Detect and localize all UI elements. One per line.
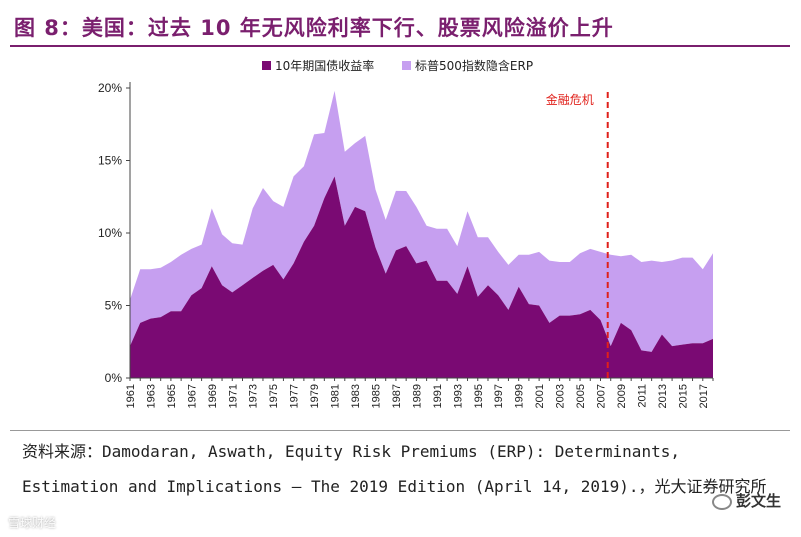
chart-container: 0% 5% 10% 15% 20% 1961 1963 1965 1967 1969 1971 197… xyxy=(0,50,801,430)
legend-label-treasury-yield: 10年期国债收益率 xyxy=(275,58,374,73)
x-tick-label: 2011 xyxy=(636,384,648,408)
series-area-treasury-yield xyxy=(130,176,713,378)
x-tick-label: 1987 xyxy=(391,384,403,408)
x-tick-label: 2017 xyxy=(698,384,710,408)
x-tick-label: 2009 xyxy=(616,384,628,408)
y-tick-label: 20% xyxy=(98,81,122,95)
y-tick-label: 15% xyxy=(98,154,122,168)
x-tick-label: 1965 xyxy=(166,384,178,408)
x-tick-label: 1961 xyxy=(125,384,137,408)
x-tick-label: 1989 xyxy=(411,384,423,408)
stacked-area-chart: 0% 5% 10% 15% 20% 1961 1963 1965 1967 1969 1971 197… xyxy=(98,58,714,408)
x-tick-label: 2001 xyxy=(534,384,546,408)
legend-swatch-treasury-yield xyxy=(262,61,271,70)
x-tick-label: 1969 xyxy=(207,384,219,408)
x-tick-label: 2015 xyxy=(677,384,689,408)
title-divider xyxy=(10,45,790,47)
watermark-platform: 雪球财经 xyxy=(8,516,57,530)
x-tick-label: 1999 xyxy=(514,384,526,408)
x-tick-label: 1973 xyxy=(248,384,260,408)
y-tick-label: 5% xyxy=(105,299,123,313)
x-tick-label: 1979 xyxy=(309,384,321,408)
x-tick-label: 2003 xyxy=(555,384,567,408)
x-tick-label: 1971 xyxy=(227,384,239,408)
legend-swatch-erp xyxy=(402,61,411,70)
x-tick-label: 1995 xyxy=(473,384,485,408)
x-tick-label: 2005 xyxy=(575,384,587,408)
x-tick-label: 1993 xyxy=(452,384,464,408)
legend-label-erp: 标普500指数隐含ERP xyxy=(415,58,533,73)
x-tick-label: 1983 xyxy=(350,384,362,408)
x-tick-label: 1981 xyxy=(330,384,342,408)
series-area-erp xyxy=(130,90,713,352)
x-tick-label: 2007 xyxy=(595,384,607,408)
x-tick-label: 1991 xyxy=(432,384,444,408)
figure-title: 图 8：美国：过去 10 年无风险利率下行、股票风险溢价上升 xyxy=(14,16,614,40)
x-tick-label: 1963 xyxy=(145,384,157,408)
x-tick-label: 2013 xyxy=(657,384,669,408)
x-tick-label: 1977 xyxy=(289,384,301,408)
source-note: 资料来源：Damodaran, Aswath, Equity Risk Prem… xyxy=(22,442,767,496)
x-tick-label: 1985 xyxy=(370,384,382,408)
x-tick-label: 1975 xyxy=(268,384,280,408)
watermark-author: 彭文生 xyxy=(711,490,781,511)
x-tick-label: 1967 xyxy=(186,384,198,408)
x-tick-label: 1997 xyxy=(493,384,505,408)
source-divider xyxy=(10,430,790,431)
crisis-annotation-label: 金融危机 xyxy=(546,92,594,107)
watermark-author-text: 彭文生 xyxy=(735,492,781,510)
wechat-icon xyxy=(711,493,732,510)
y-tick-label: 10% xyxy=(98,226,122,240)
y-tick-label: 0% xyxy=(105,371,123,385)
